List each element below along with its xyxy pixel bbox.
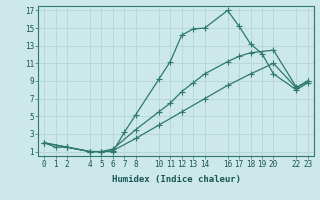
X-axis label: Humidex (Indice chaleur): Humidex (Indice chaleur) [111,175,241,184]
